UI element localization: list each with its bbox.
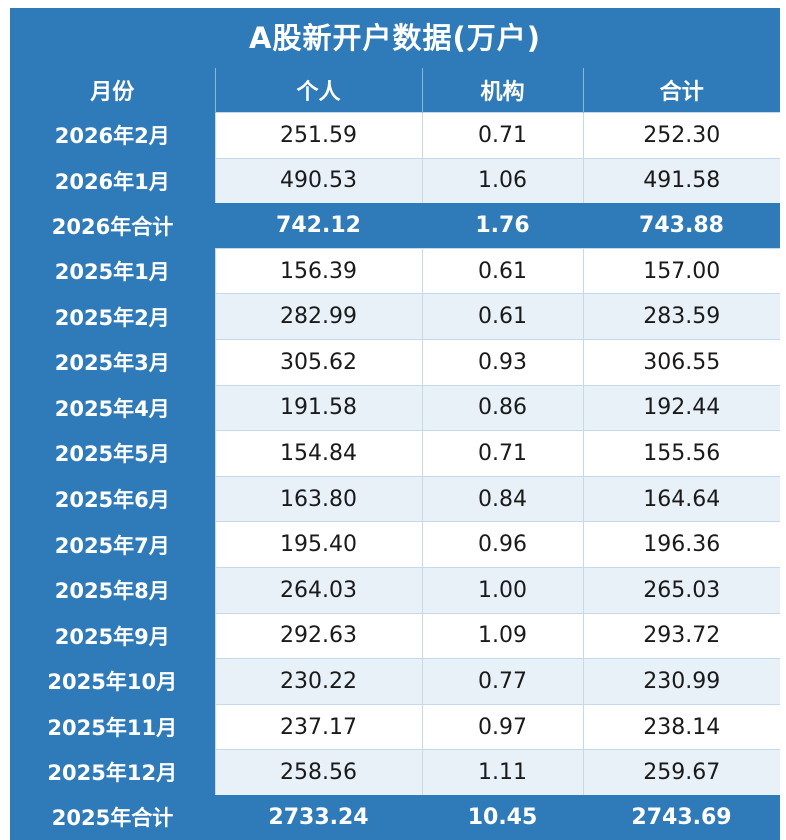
month-cell: 2025年10月: [10, 658, 215, 705]
institution-cell: 1.09: [421, 612, 583, 659]
table-row: 2025年7月 195.40 0.96 196.36: [10, 521, 780, 568]
institution-cell: 1.00: [421, 566, 583, 614]
month-cell: 2025年6月: [10, 476, 215, 522]
table-row: 2025年10月 230.22 0.77 230.99: [10, 658, 780, 705]
column-header-total: 合计: [582, 68, 780, 113]
month-cell: 2025年1月: [10, 248, 215, 294]
institution-cell: 1.11: [421, 749, 583, 795]
month-cell: 2026年2月: [10, 112, 215, 159]
table-row: 2025年2月 282.99 0.61 283.59: [10, 293, 780, 340]
column-header-month: 月份: [10, 68, 215, 113]
institution-cell: 0.71: [421, 112, 583, 159]
column-header-institution: 机构: [421, 68, 583, 113]
total-cell: 293.72: [582, 612, 780, 659]
table-row: 2025年8月 264.03 1.00 265.03: [10, 566, 780, 614]
total-cell: 306.55: [582, 338, 780, 386]
month-cell: 2025年3月: [10, 339, 215, 386]
individual-cell: 237.17: [214, 703, 422, 750]
institution-cell: 0.61: [421, 293, 583, 340]
month-cell: 2025年9月: [10, 613, 215, 659]
total-cell: 155.56: [582, 430, 780, 477]
institution-cell: 0.77: [421, 658, 583, 705]
header-row: 月份 个人 机构 合计: [10, 68, 780, 113]
data-table-card: A股新开户数据(万户) 月份 个人 机构 合计 2026年2月 251.59 0.7…: [10, 8, 780, 840]
table-row: 2025年9月 292.63 1.09 293.72: [10, 612, 780, 659]
institution-cell: 0.96: [421, 521, 583, 568]
table-row: 2026年2月 251.59 0.71 252.30: [10, 112, 780, 159]
total-cell: 157.00: [582, 247, 780, 294]
table-row: 2025年11月 237.17 0.97 238.14: [10, 703, 780, 750]
table-body: 2026年2月 251.59 0.71 252.30 2026年1月 490.53 1.06…: [10, 112, 780, 840]
institution-cell: 0.61: [421, 247, 583, 294]
total-cell: 164.64: [582, 475, 780, 522]
month-cell: 2025年2月: [10, 293, 215, 340]
month-cell: 2025年7月: [10, 521, 215, 568]
institution-cell: 0.71: [421, 430, 583, 477]
institution-cell: 0.97: [421, 703, 583, 750]
total-cell: 196.36: [582, 521, 780, 568]
institution-cell: 0.86: [421, 384, 583, 431]
table-row: 2025年6月 163.80 0.84 164.64: [10, 475, 780, 522]
institution-cell: 0.84: [421, 475, 583, 522]
individual-cell: 258.56: [214, 749, 422, 795]
individual-cell: 230.22: [214, 658, 422, 705]
table-row: 2025年12月 258.56 1.11 259.67: [10, 749, 780, 795]
total-cell: 2743.69: [583, 794, 780, 840]
total-row: 2026年合计 742.12 1.76 743.88: [10, 203, 780, 249]
individual-cell: 2733.24: [215, 794, 422, 840]
table-row: 2025年3月 305.62 0.93 306.55: [10, 338, 780, 386]
individual-cell: 163.80: [214, 475, 422, 522]
individual-cell: 490.53: [214, 157, 422, 204]
individual-cell: 251.59: [214, 112, 422, 159]
month-cell: 2025年5月: [10, 430, 215, 477]
table-title: A股新开户数据(万户): [249, 21, 541, 55]
individual-cell: 282.99: [214, 293, 422, 340]
total-cell: 230.99: [582, 658, 780, 705]
total-cell: 265.03: [582, 566, 780, 614]
month-cell: 2025年4月: [10, 385, 215, 431]
total-cell: 259.67: [582, 749, 780, 795]
table-row: 2025年1月 156.39 0.61 157.00: [10, 247, 780, 294]
table-row: 2025年5月 154.84 0.71 155.56: [10, 430, 780, 477]
total-cell: 283.59: [582, 293, 780, 340]
institution-cell: 1.76: [422, 203, 583, 249]
total-cell: 743.88: [583, 203, 780, 249]
table-row: 2025年4月 191.58 0.86 192.44: [10, 384, 780, 431]
individual-cell: 292.63: [214, 612, 422, 659]
month-cell: 2025年8月: [10, 567, 215, 614]
month-cell: 2025年12月: [10, 749, 215, 795]
column-header-individual: 个人: [214, 68, 422, 113]
total-row: 2025年合计 2733.24 10.45 2743.69: [10, 794, 780, 840]
individual-cell: 305.62: [214, 338, 422, 386]
total-cell: 252.30: [582, 112, 780, 159]
individual-cell: 742.12: [215, 203, 422, 249]
month-cell: 2026年1月: [10, 158, 215, 204]
individual-cell: 191.58: [214, 384, 422, 431]
month-cell: 2025年合计: [10, 794, 215, 840]
individual-cell: 156.39: [214, 247, 422, 294]
institution-cell: 10.45: [422, 794, 583, 840]
total-cell: 491.58: [582, 157, 780, 204]
month-cell: 2025年11月: [10, 704, 215, 750]
total-cell: 192.44: [582, 384, 780, 431]
individual-cell: 264.03: [214, 566, 422, 614]
account-opening-table: 月份 个人 机构 合计 2026年2月 251.59 0.71 252.30 2026年…: [10, 68, 780, 840]
table-row: 2026年1月 490.53 1.06 491.58: [10, 157, 780, 204]
total-cell: 238.14: [582, 703, 780, 750]
individual-cell: 154.84: [214, 430, 422, 477]
institution-cell: 0.93: [421, 338, 583, 386]
institution-cell: 1.06: [421, 157, 583, 204]
month-cell: 2026年合计: [10, 203, 215, 249]
individual-cell: 195.40: [214, 521, 422, 568]
